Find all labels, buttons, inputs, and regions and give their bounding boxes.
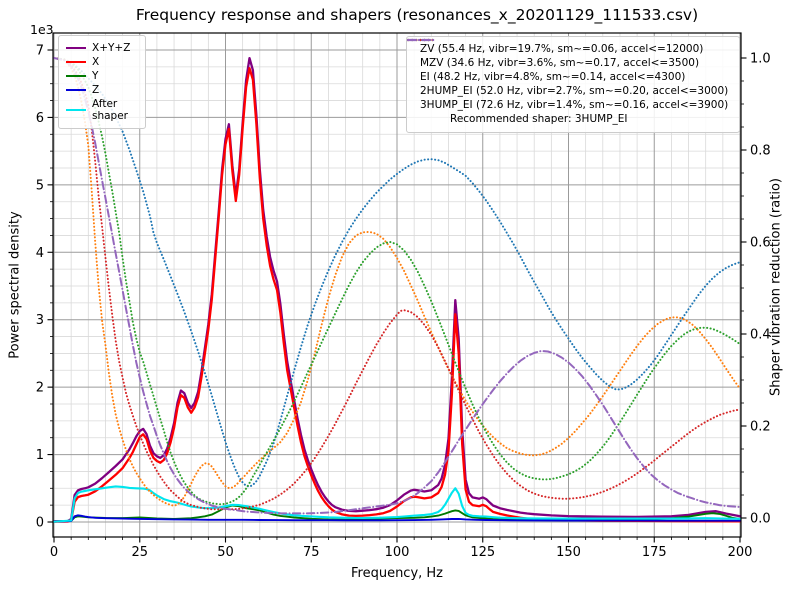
x-tick-label: 0 bbox=[50, 545, 58, 560]
y-right-tick-label: 0.6 bbox=[750, 236, 771, 251]
legend-line-sample bbox=[66, 61, 86, 64]
legend-label: MZV (34.6 Hz, vibr=3.6%, sm~=0.17, accel… bbox=[420, 57, 700, 70]
y-left-tick-label: 2 bbox=[36, 381, 44, 396]
legend-item-ei: EI (48.2 Hz, vibr=4.8%, sm~=0.14, accel<… bbox=[407, 38, 732, 84]
y-left-tick-label: 0 bbox=[36, 516, 44, 531]
legend-line-sample bbox=[66, 75, 86, 78]
x-tick-label: 75 bbox=[303, 545, 320, 560]
legend-label: X bbox=[92, 56, 100, 69]
y-left-tick-label: 7 bbox=[36, 44, 44, 59]
series-two_hump_ei bbox=[53, 57, 741, 511]
series-mzv bbox=[53, 57, 741, 507]
legend-item-after-shaper: After shaper bbox=[66, 98, 138, 122]
y-right-tick-label: 0.2 bbox=[750, 420, 771, 435]
y-axis-scale-multiplier: 1e3 bbox=[30, 22, 54, 37]
legend-item-x: X bbox=[66, 56, 138, 68]
legend-item-z: Z bbox=[66, 84, 138, 96]
legend-line-sample bbox=[66, 47, 86, 50]
x-tick-label: 25 bbox=[131, 545, 148, 560]
legend-label: After shaper bbox=[92, 98, 129, 123]
series-z bbox=[53, 514, 741, 523]
x-tick-label: 175 bbox=[642, 545, 667, 560]
legend-label: 2HUMP_EI (52.0 Hz, vibr=2.7%, sm~=0.20, … bbox=[420, 85, 729, 98]
legend-label: ZV (55.4 Hz, vibr=19.7%, sm~=0.06, accel… bbox=[420, 43, 704, 55]
legend-item-zv: ZV (55.4 Hz, vibr=19.7%, sm~=0.06, accel… bbox=[407, 38, 732, 55]
legend-item-2hump_ei: 2HUMP_EI (52.0 Hz, vibr=2.7%, sm~=0.20, … bbox=[407, 38, 732, 98]
legend-line-sample bbox=[66, 89, 86, 92]
x-tick-label: 125 bbox=[470, 545, 495, 560]
x-tick-label: 150 bbox=[556, 545, 581, 560]
legend-label: X+Y+Z bbox=[92, 42, 131, 54]
chart-title: Frequency response and shapers (resonanc… bbox=[135, 6, 699, 24]
y-right-tick-label: 0.0 bbox=[750, 512, 771, 527]
legend-label: EI (48.2 Hz, vibr=4.8%, sm~=0.14, accel<… bbox=[420, 71, 686, 84]
legend-label: Z bbox=[92, 84, 100, 97]
y-left-tick-label: 4 bbox=[36, 246, 44, 261]
y-left-tick-label: 1 bbox=[36, 448, 44, 463]
legend-item-x-y-z: X+Y+Z bbox=[66, 42, 138, 54]
series-sum bbox=[53, 56, 741, 523]
legend-psd: X+Y+Z X Y Z After shaper bbox=[58, 35, 146, 130]
x-axis-label: Frequency, Hz bbox=[350, 566, 444, 581]
x-tick-label: 50 bbox=[217, 545, 234, 560]
x-tick-label: 100 bbox=[385, 545, 410, 560]
y-axis-label-left: Power spectral density bbox=[7, 211, 23, 359]
series-three_hump_ei bbox=[53, 57, 741, 515]
recommended-shaper-note: Recommended shaper: 3HUMP_EI bbox=[450, 113, 628, 126]
y-left-tick-label: 5 bbox=[36, 178, 44, 193]
legend-item-y: Y bbox=[66, 70, 138, 82]
series-zv bbox=[53, 57, 741, 488]
legend-item-mzv: MZV (34.6 Hz, vibr=3.6%, sm~=0.17, accel… bbox=[407, 38, 732, 70]
legend-label: 3HUMP_EI (72.6 Hz, vibr=1.4%, sm~=0.16, … bbox=[420, 99, 729, 112]
y-right-tick-label: 0.8 bbox=[750, 144, 771, 159]
y-left-tick-label: 6 bbox=[36, 111, 44, 126]
series-ei bbox=[53, 57, 741, 506]
y-axis-label-right: Shaper vibration reduction (ratio) bbox=[768, 178, 784, 396]
x-tick-label: 200 bbox=[728, 545, 753, 560]
y-left-tick-label: 3 bbox=[36, 313, 44, 328]
legend-line-sample bbox=[66, 109, 86, 112]
axis-ticks: 0 25 50 75 100 125 150 175 200 0 1 2 3 4 5 6 7 0.0 0.2 0.4 0… bbox=[36, 44, 771, 561]
series-after_shaper bbox=[53, 485, 741, 523]
series-x bbox=[53, 67, 741, 523]
legend-item-3hump_ei: 3HUMP_EI (72.6 Hz, vibr=1.4%, sm~=0.16, … bbox=[407, 38, 732, 112]
legend-shapers: ZV (55.4 Hz, vibr=19.7%, sm~=0.06, accel… bbox=[406, 36, 740, 133]
legend-label: Y bbox=[92, 70, 99, 83]
y-right-tick-label: 1.0 bbox=[750, 52, 771, 67]
y-right-tick-label: 0.4 bbox=[750, 328, 771, 343]
